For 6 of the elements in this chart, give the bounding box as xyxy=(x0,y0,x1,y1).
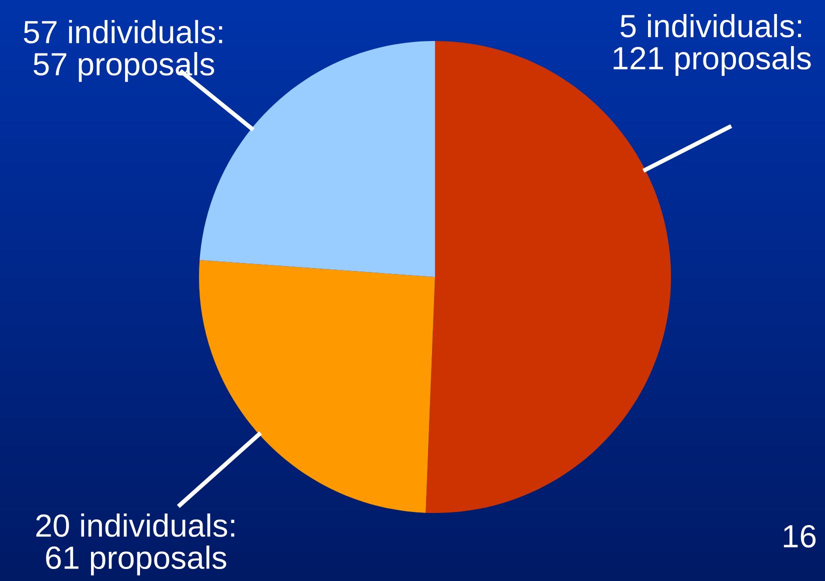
pie-slice xyxy=(199,260,435,513)
slice-label: 57 individuals: 57 proposals xyxy=(24,20,222,82)
slice-label: 20 individuals: 61 proposals xyxy=(36,513,234,576)
slice-label: 5 individuals: 121 proposals xyxy=(614,14,811,76)
pie-slice xyxy=(426,41,671,513)
text: 16 xyxy=(784,524,816,548)
